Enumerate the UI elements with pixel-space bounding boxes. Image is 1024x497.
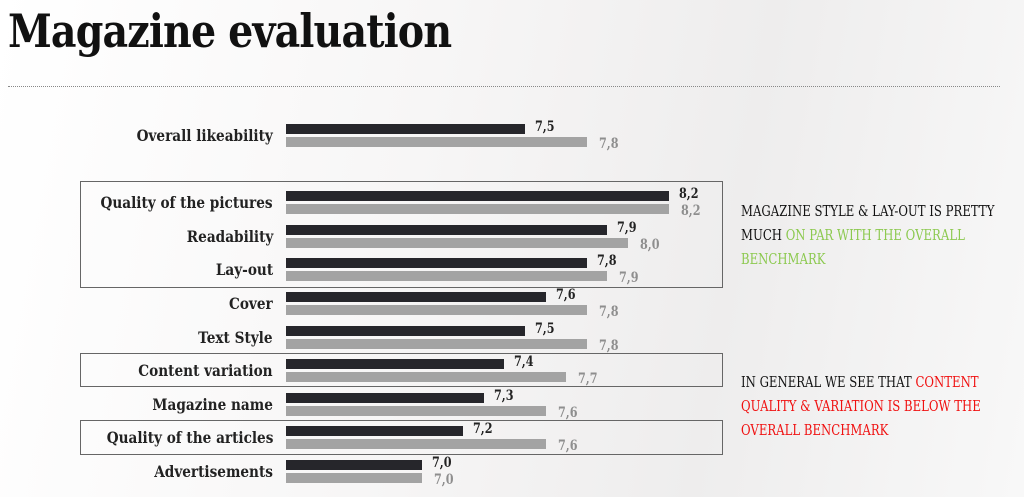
category-label: Text Style xyxy=(198,328,273,347)
value-label-magazine: 7,3 xyxy=(493,388,514,404)
value-label-benchmark: 7,6 xyxy=(557,405,578,421)
note-content: IN GENERAL WE SEE THAT CONTENT QUALITY &… xyxy=(741,370,1006,442)
bar-benchmark xyxy=(286,238,628,248)
note-style-plain: MAGAZINE STYLE & LAY-OUT IS PRETTY MUCH xyxy=(741,202,995,244)
category-label: Lay-out xyxy=(215,260,273,279)
value-label-benchmark: 8,0 xyxy=(639,237,660,253)
bar-magazine xyxy=(286,393,484,403)
bar-benchmark xyxy=(286,305,587,315)
bar-benchmark xyxy=(286,271,608,281)
category-label: Magazine name xyxy=(152,395,273,414)
value-label-benchmark: 7,8 xyxy=(598,136,619,152)
value-label-magazine: 8,2 xyxy=(679,186,699,202)
bar-magazine xyxy=(286,326,525,336)
highlight-box-article-quality xyxy=(80,420,723,455)
value-label-benchmark: 7,9 xyxy=(619,270,639,286)
category-label: Overall likeability xyxy=(136,126,273,145)
bar-magazine xyxy=(286,225,608,235)
bar-magazine xyxy=(286,292,546,302)
category-label: Readability xyxy=(186,227,273,246)
note-style-highlight: ON PAR WITH THE OVERALL BENCHMARK xyxy=(741,226,965,268)
bar-magazine xyxy=(286,124,525,134)
value-label-benchmark: 7,0 xyxy=(433,472,454,488)
divider xyxy=(8,86,1000,87)
category-label: Advertisements xyxy=(154,462,273,481)
value-label-magazine: 7,9 xyxy=(617,220,637,236)
value-label-magazine: 7,2 xyxy=(473,421,493,437)
value-label-magazine: 7,0 xyxy=(431,455,452,471)
bar-magazine xyxy=(286,191,670,201)
note-style: MAGAZINE STYLE & LAY-OUT IS PRETTY MUCH … xyxy=(741,199,1006,271)
value-label-magazine: 7,4 xyxy=(514,354,534,370)
category-label: Cover xyxy=(229,294,273,313)
note-content-highlight: CONTENT QUALITY & VARIATION IS BELOW THE… xyxy=(741,373,981,439)
highlight-box-content-variation xyxy=(80,353,723,387)
bar-benchmark xyxy=(286,204,670,214)
category-label: Quality of the articles xyxy=(106,428,273,447)
bar-benchmark xyxy=(286,406,546,416)
value-label-magazine: 7,5 xyxy=(534,321,555,337)
value-label-benchmark: 8,2 xyxy=(681,203,701,219)
bar-magazine xyxy=(286,359,505,369)
category-label: Quality of the pictures xyxy=(100,193,273,212)
highlight-box-style xyxy=(80,181,723,288)
value-label-magazine: 7,6 xyxy=(555,287,576,303)
value-label-benchmark: 7,8 xyxy=(598,304,619,320)
note-content-plain: IN GENERAL WE SEE THAT xyxy=(741,373,916,391)
bar-magazine xyxy=(286,460,422,470)
page-title: Magazine evaluation xyxy=(8,4,452,58)
bar-benchmark xyxy=(286,372,567,382)
value-label-benchmark: 7,6 xyxy=(557,438,578,454)
category-label: Content variation xyxy=(138,361,273,380)
bar-benchmark xyxy=(286,439,546,449)
bar-benchmark xyxy=(286,137,587,147)
bar-benchmark xyxy=(286,473,422,483)
value-label-magazine: 7,5 xyxy=(534,119,555,135)
value-label-magazine: 7,8 xyxy=(596,253,617,269)
bar-magazine xyxy=(286,258,587,268)
bar-benchmark xyxy=(286,339,587,349)
value-label-benchmark: 7,7 xyxy=(578,371,598,387)
bar-magazine xyxy=(286,426,464,436)
value-label-benchmark: 7,8 xyxy=(598,338,619,354)
